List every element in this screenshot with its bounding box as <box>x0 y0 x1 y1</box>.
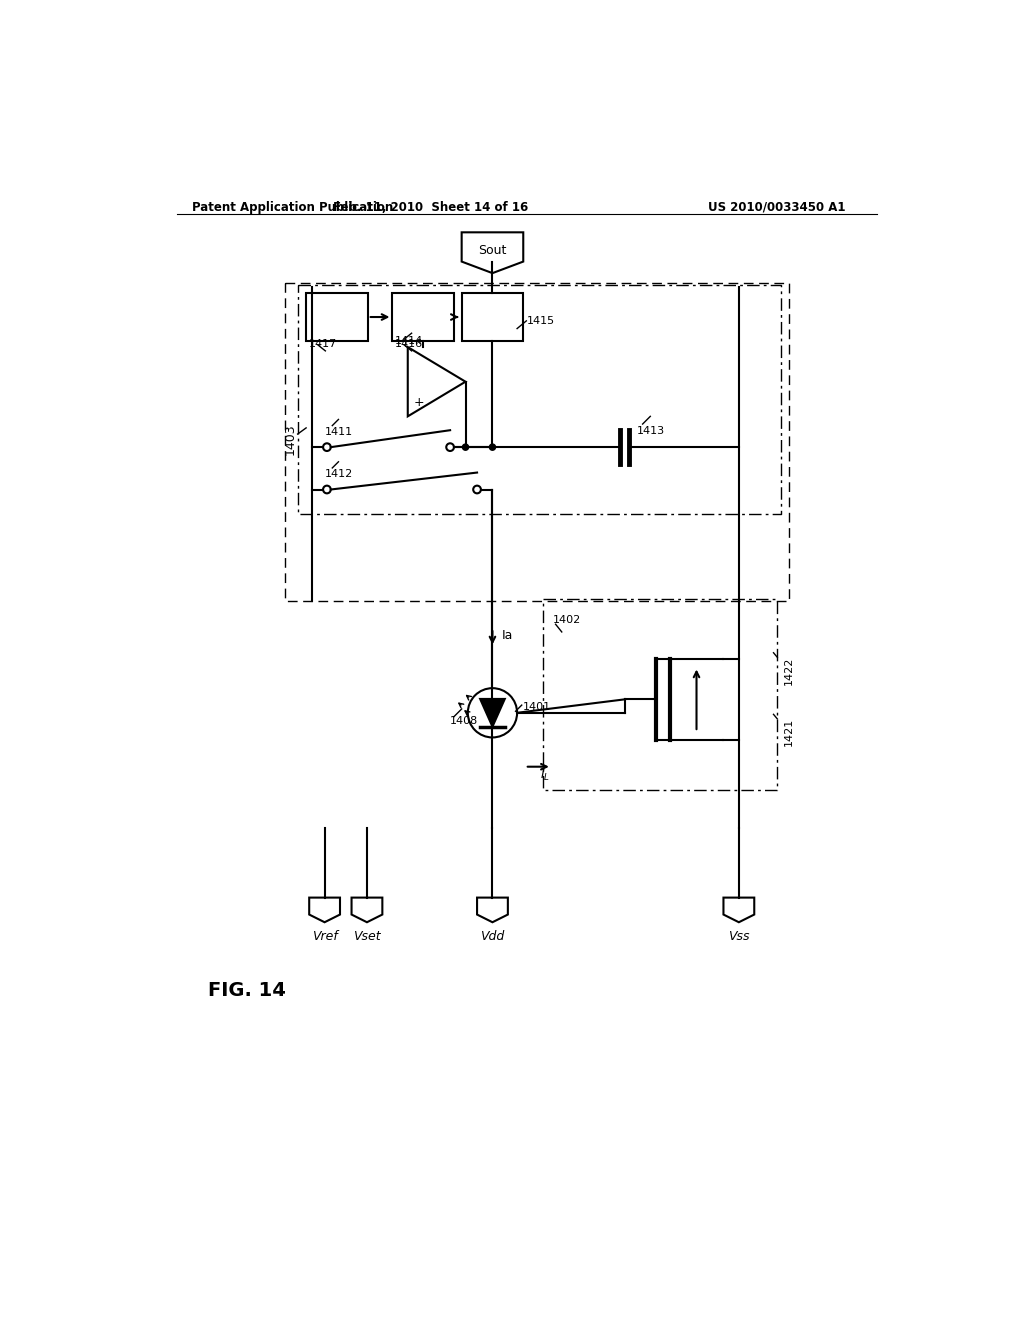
Polygon shape <box>480 700 505 726</box>
Text: 1422: 1422 <box>783 656 794 685</box>
Text: $I_L$: $I_L$ <box>541 768 550 784</box>
Text: 1415: 1415 <box>527 315 555 326</box>
Text: 1412: 1412 <box>325 470 353 479</box>
Text: Vss: Vss <box>728 929 750 942</box>
Text: 1402: 1402 <box>553 615 581 626</box>
Polygon shape <box>477 898 508 923</box>
Text: 1416: 1416 <box>394 339 423 348</box>
Text: 1401: 1401 <box>523 702 551 711</box>
Text: 1408: 1408 <box>451 715 478 726</box>
Text: 1414: 1414 <box>394 335 423 346</box>
Text: Patent Application Publication: Patent Application Publication <box>193 201 393 214</box>
Polygon shape <box>351 898 382 923</box>
Circle shape <box>468 688 517 738</box>
Text: 1417: 1417 <box>308 339 337 348</box>
Text: 1411: 1411 <box>325 428 352 437</box>
Text: 1413: 1413 <box>637 425 665 436</box>
Text: Sout: Sout <box>478 243 507 256</box>
Text: Vdd: Vdd <box>480 929 505 942</box>
Text: 1421: 1421 <box>783 718 794 746</box>
Circle shape <box>323 444 331 451</box>
Circle shape <box>446 444 454 451</box>
Bar <box>462 293 523 341</box>
Polygon shape <box>724 898 755 923</box>
Text: Vref: Vref <box>311 929 338 942</box>
Circle shape <box>463 444 469 450</box>
Text: 1403: 1403 <box>284 424 297 455</box>
Text: Vset: Vset <box>353 929 381 942</box>
Circle shape <box>473 486 481 494</box>
Polygon shape <box>408 347 466 416</box>
Circle shape <box>489 444 496 450</box>
Polygon shape <box>309 898 340 923</box>
Text: Ia: Ia <box>502 630 513 643</box>
Circle shape <box>323 486 331 494</box>
Text: US 2010/0033450 A1: US 2010/0033450 A1 <box>708 201 846 214</box>
Bar <box>306 293 368 341</box>
Text: +: + <box>414 396 425 409</box>
Text: Feb. 11, 2010  Sheet 14 of 16: Feb. 11, 2010 Sheet 14 of 16 <box>333 201 528 214</box>
Polygon shape <box>462 232 523 273</box>
Bar <box>392 293 454 341</box>
Text: FIG. 14: FIG. 14 <box>208 981 286 999</box>
